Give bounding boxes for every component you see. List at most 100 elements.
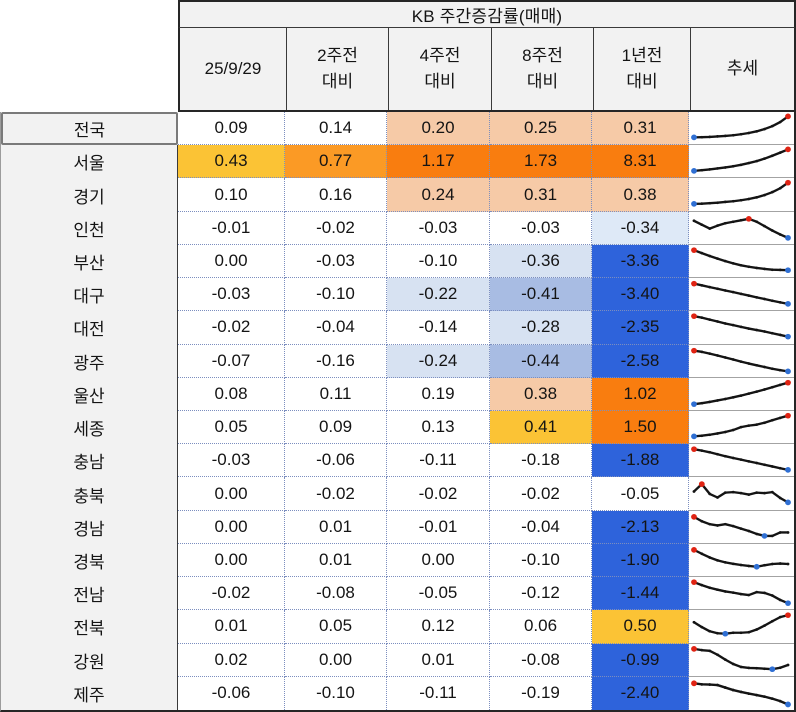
region-cell[interactable]: 울산 [1,377,178,411]
value-cell[interactable]: 0.38 [490,377,592,411]
trend-sparkline-cell[interactable] [689,577,794,611]
value-cell[interactable]: 0.01 [285,543,387,578]
value-cell[interactable]: -0.34 [592,211,689,245]
value-cell[interactable]: -0.03 [387,211,490,245]
value-cell[interactable]: 0.00 [178,244,285,279]
trend-sparkline-cell[interactable] [689,278,794,312]
value-cell[interactable]: -2.13 [592,510,689,544]
trend-sparkline-cell[interactable] [689,178,794,212]
value-cell[interactable]: 1.50 [592,410,689,445]
trend-sparkline-cell[interactable] [689,410,794,445]
value-cell[interactable]: 0.00 [285,643,387,677]
value-cell[interactable]: 0.31 [490,178,592,212]
value-cell[interactable]: -0.41 [490,278,592,312]
value-cell[interactable]: 1.02 [592,377,689,411]
value-cell[interactable]: -0.19 [490,676,592,710]
value-cell[interactable]: -0.02 [285,477,387,511]
value-cell[interactable]: 0.13 [387,410,490,445]
trend-sparkline-cell[interactable] [689,510,794,544]
value-cell[interactable]: 0.01 [387,643,490,677]
value-cell[interactable]: 0.31 [592,112,689,146]
value-cell[interactable]: 0.06 [490,610,592,644]
value-cell[interactable]: -0.03 [285,244,387,279]
region-cell[interactable]: 서울 [1,145,178,179]
value-cell[interactable]: -0.04 [285,311,387,345]
value-cell[interactable]: -1.88 [592,444,689,478]
region-cell[interactable]: 부산 [1,244,178,279]
region-cell[interactable]: 대구 [1,278,178,312]
value-cell[interactable]: 0.12 [387,610,490,644]
value-cell[interactable]: -0.06 [178,676,285,710]
value-cell[interactable]: 0.16 [285,178,387,212]
trend-sparkline-cell[interactable] [689,344,794,378]
value-cell[interactable]: -0.05 [387,577,490,611]
value-cell[interactable]: -3.40 [592,278,689,312]
value-cell[interactable]: -0.11 [387,676,490,710]
value-cell[interactable]: 0.25 [490,112,592,146]
value-cell[interactable]: -1.90 [592,543,689,578]
value-cell[interactable]: -0.01 [178,211,285,245]
value-cell[interactable]: 0.01 [178,610,285,644]
region-cell[interactable]: 충남 [1,444,178,478]
region-cell[interactable]: 전국 [1,112,178,146]
value-cell[interactable]: 0.50 [592,610,689,644]
trend-sparkline-cell[interactable] [689,543,794,578]
trend-sparkline-cell[interactable] [689,112,794,146]
trend-sparkline-cell[interactable] [689,377,794,411]
value-cell[interactable]: -0.05 [592,477,689,511]
value-cell[interactable]: 0.09 [178,112,285,146]
value-cell[interactable]: 0.02 [178,643,285,677]
value-cell[interactable]: -0.02 [387,477,490,511]
value-cell[interactable]: 0.11 [285,377,387,411]
value-cell[interactable]: 0.77 [285,145,387,179]
value-cell[interactable]: -1.44 [592,577,689,611]
trend-sparkline-cell[interactable] [689,477,794,511]
value-cell[interactable]: 0.19 [387,377,490,411]
value-cell[interactable]: -0.06 [285,444,387,478]
region-cell[interactable]: 제주 [1,676,178,710]
region-cell[interactable]: 대전 [1,311,178,345]
region-cell[interactable]: 광주 [1,344,178,378]
value-cell[interactable]: 0.05 [285,610,387,644]
value-cell[interactable]: -0.02 [178,311,285,345]
value-cell[interactable]: -0.24 [387,344,490,378]
value-cell[interactable]: -0.03 [178,444,285,478]
value-cell[interactable]: -0.10 [285,676,387,710]
value-cell[interactable]: 1.73 [490,145,592,179]
value-cell[interactable]: 8.31 [592,145,689,179]
value-cell[interactable]: 0.38 [592,178,689,212]
value-cell[interactable]: -2.58 [592,344,689,378]
value-cell[interactable]: -0.10 [490,543,592,578]
value-cell[interactable]: -0.07 [178,344,285,378]
value-cell[interactable]: 0.14 [285,112,387,146]
region-cell[interactable]: 전남 [1,577,178,611]
value-cell[interactable]: 0.08 [178,377,285,411]
value-cell[interactable]: -2.35 [592,311,689,345]
trend-sparkline-cell[interactable] [689,643,794,677]
value-cell[interactable]: 0.01 [285,510,387,544]
value-cell[interactable]: 0.24 [387,178,490,212]
value-cell[interactable]: -0.08 [490,643,592,677]
trend-sparkline-cell[interactable] [689,444,794,478]
value-cell[interactable]: 0.00 [178,543,285,578]
region-cell[interactable]: 경기 [1,178,178,212]
value-cell[interactable]: -0.03 [178,278,285,312]
value-cell[interactable]: -0.44 [490,344,592,378]
value-cell[interactable]: -0.28 [490,311,592,345]
trend-sparkline-cell[interactable] [689,244,794,279]
value-cell[interactable]: -0.22 [387,278,490,312]
value-cell[interactable]: 0.00 [387,543,490,578]
region-cell[interactable]: 전북 [1,610,178,644]
trend-sparkline-cell[interactable] [689,676,794,710]
trend-sparkline-cell[interactable] [689,610,794,644]
trend-sparkline-cell[interactable] [689,211,794,245]
value-cell[interactable]: -0.02 [490,477,592,511]
value-cell[interactable]: -0.11 [387,444,490,478]
value-cell[interactable]: 0.00 [178,510,285,544]
value-cell[interactable]: -0.02 [178,577,285,611]
value-cell[interactable]: -0.08 [285,577,387,611]
value-cell[interactable]: 0.43 [178,145,285,179]
value-cell[interactable]: 0.20 [387,112,490,146]
trend-sparkline-cell[interactable] [689,145,794,179]
region-cell[interactable]: 인천 [1,211,178,245]
